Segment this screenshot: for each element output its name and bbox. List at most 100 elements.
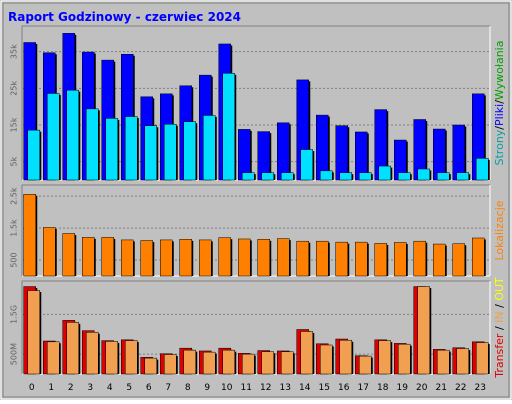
bar-pliki-10 — [222, 73, 235, 181]
bar-pliki-0 — [27, 129, 40, 181]
bar-pliki-19 — [398, 172, 411, 181]
chart-panel-3: 500M 1.5G Transfer / IN / OUT — [10, 277, 507, 379]
bar-in-22 — [456, 348, 469, 375]
y-tick-label: 2.5k — [10, 187, 19, 205]
x-tick-label-15: 15 — [319, 383, 330, 393]
bar-lokalizacje-14 — [296, 240, 309, 277]
x-tick-label-12: 12 — [260, 383, 271, 393]
chart-panel-2: 500 1.5k 2.5k Lokalizacje — [10, 184, 506, 277]
bar-wywołania-13 — [277, 122, 290, 181]
bar-lokalizacje-3 — [82, 237, 95, 277]
bar-pliki-14 — [300, 149, 313, 181]
y-tick-label: 500 — [10, 252, 19, 267]
bar-in-11 — [242, 353, 255, 375]
bar-pliki-7 — [164, 124, 177, 181]
bar-in-16 — [339, 339, 352, 375]
side-label-part: Transfer — [493, 333, 506, 379]
x-tick-label-4: 4 — [107, 383, 113, 393]
x-tick-label-14: 14 — [299, 383, 311, 393]
bar-pliki-13 — [281, 172, 294, 181]
x-tick-label-7: 7 — [165, 383, 171, 393]
y-tick-label: 25k — [10, 81, 19, 96]
bar-lokalizacje-22 — [452, 243, 465, 277]
series-side-label-2: Lokalizacje — [493, 200, 506, 260]
bar-wywołania-15 — [316, 114, 329, 181]
bar-lokalizacje-6 — [140, 240, 153, 277]
bar-pliki-23 — [476, 158, 489, 181]
side-label-part: / — [493, 126, 506, 130]
y-tick-label: 1.5k — [10, 219, 19, 237]
bar-in-9 — [203, 351, 216, 375]
bar-lokalizacje-17 — [355, 241, 368, 277]
plot-area-3 — [21, 280, 491, 375]
bar-lokalizacje-21 — [433, 243, 446, 277]
side-label-part: Wywołania — [493, 41, 506, 101]
x-tick-label-5: 5 — [126, 383, 132, 393]
bar-lokalizacje-16 — [335, 241, 348, 277]
bar-lokalizacje-7 — [160, 239, 173, 277]
bar-pliki-18 — [378, 165, 391, 181]
x-tick-label-8: 8 — [185, 383, 191, 393]
x-tick-label-11: 11 — [241, 383, 252, 393]
bar-pliki-6 — [144, 125, 157, 181]
bar-lokalizacje-4 — [101, 237, 114, 277]
frame-bevel-dark — [2, 2, 510, 398]
bar-in-20 — [417, 286, 430, 375]
bar-pliki-12 — [261, 172, 274, 181]
bar-lokalizacje-9 — [199, 239, 212, 277]
series-side-label-1: Strony/Pliki/Wywołania — [493, 41, 506, 166]
bar-in-10 — [222, 349, 235, 375]
bar-lokalizacje-20 — [413, 240, 426, 277]
bar-pliki-2 — [66, 89, 79, 181]
chart-title: Raport Godzinowy - czerwiec 2024 — [8, 10, 241, 24]
bar-pliki-5 — [125, 116, 138, 181]
bar-lokalizacje-13 — [277, 238, 290, 277]
x-tick-label-1: 1 — [48, 383, 54, 393]
bar-pliki-4 — [105, 118, 118, 181]
bar-pliki-15 — [320, 170, 333, 181]
bar-in-3 — [86, 332, 99, 375]
y-tick-label: 1.5G — [10, 305, 19, 324]
bar-lokalizacje-19 — [394, 242, 407, 277]
y-tick-label: 500M — [10, 343, 19, 365]
bar-lokalizacje-8 — [179, 239, 192, 277]
bar-in-12 — [261, 351, 274, 375]
x-tick-label-22: 22 — [455, 383, 466, 393]
bar-in-17 — [359, 355, 372, 375]
bar-lokalizacje-18 — [374, 243, 387, 277]
y-tick-label: 5k — [10, 156, 19, 166]
x-tick-label-10: 10 — [221, 383, 233, 393]
bar-in-14 — [300, 331, 313, 375]
bar-lokalizacje-2 — [62, 233, 75, 277]
bar-pliki-1 — [47, 93, 60, 181]
bar-lokalizacje-15 — [316, 240, 329, 277]
side-label-part: Pliki — [493, 104, 506, 126]
series-side-label-3: Transfer / IN / OUT — [493, 277, 506, 379]
side-label-part: Lokalizacje — [493, 200, 506, 260]
y-tick-label: 35k — [10, 44, 19, 59]
bar-in-0 — [27, 290, 40, 375]
x-tick-label-16: 16 — [338, 383, 350, 393]
bar-in-7 — [164, 354, 177, 375]
y-tick-label: 15k — [10, 117, 19, 132]
bar-pliki-16 — [339, 172, 352, 181]
bar-wywołania-11 — [238, 129, 251, 181]
bar-pliki-22 — [456, 172, 469, 181]
bar-lokalizacje-0 — [23, 194, 36, 277]
bar-in-6 — [144, 357, 157, 375]
bar-in-18 — [378, 340, 391, 375]
side-label-part: / — [493, 100, 506, 104]
side-label-part: Strony — [493, 129, 506, 165]
x-tick-label-6: 6 — [146, 383, 152, 393]
bar-in-8 — [183, 349, 196, 375]
bar-wywołania-21 — [433, 128, 446, 181]
x-tick-label-20: 20 — [416, 383, 428, 393]
chart-panels: 5k15k25k35kStrony/Pliki/Wywołania5001.5k… — [10, 25, 507, 393]
bar-pliki-17 — [359, 172, 372, 181]
bar-pliki-3 — [86, 108, 99, 181]
bar-lokalizacje-1 — [43, 227, 56, 277]
bar-in-21 — [437, 349, 450, 375]
